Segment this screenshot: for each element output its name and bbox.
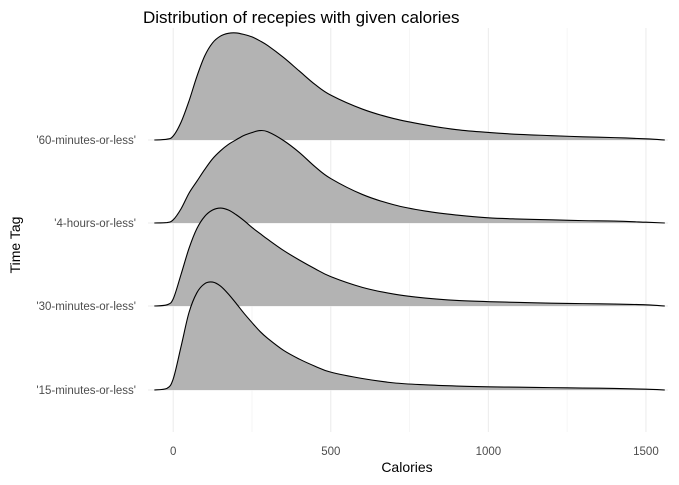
y-tick-label: '4-hours-or-less' [54,218,136,230]
x-tick-label: 1500 [633,446,659,458]
chart-title: Distribution of recepies with given calo… [143,8,460,27]
x-tick-label: 500 [321,446,340,458]
x-tick-label: 0 [170,446,176,458]
ridge-line-15-minutes-or-less [154,281,665,391]
ridge-line-60-minutes-or-less [154,32,665,141]
x-tick-label: 1000 [476,446,502,458]
y-tick-labels: '15-minutes-or-less' '30-minutes-or-less'… [36,135,136,397]
y-tick-label: '15-minutes-or-less' [36,385,136,397]
ridge-fill-30-minutes-or-less [154,208,665,306]
y-tick-label: '30-minutes-or-less' [36,301,136,313]
ridge-line-4-hours-or-less [154,129,665,224]
ridge-fill-60-minutes-or-less [154,32,665,141]
ridge-fill-15-minutes-or-less [154,281,665,390]
ridge-line-30-minutes-or-less [154,207,665,307]
ridge-fill-4-hours-or-less [154,130,665,223]
ridges [154,32,665,391]
y-axis-title: Time Tag [7,217,23,274]
y-tick-label: '60-minutes-or-less' [36,135,136,147]
x-axis-title: Calories [381,459,432,475]
x-tick-labels: 0 500 1000 1500 [170,446,659,458]
